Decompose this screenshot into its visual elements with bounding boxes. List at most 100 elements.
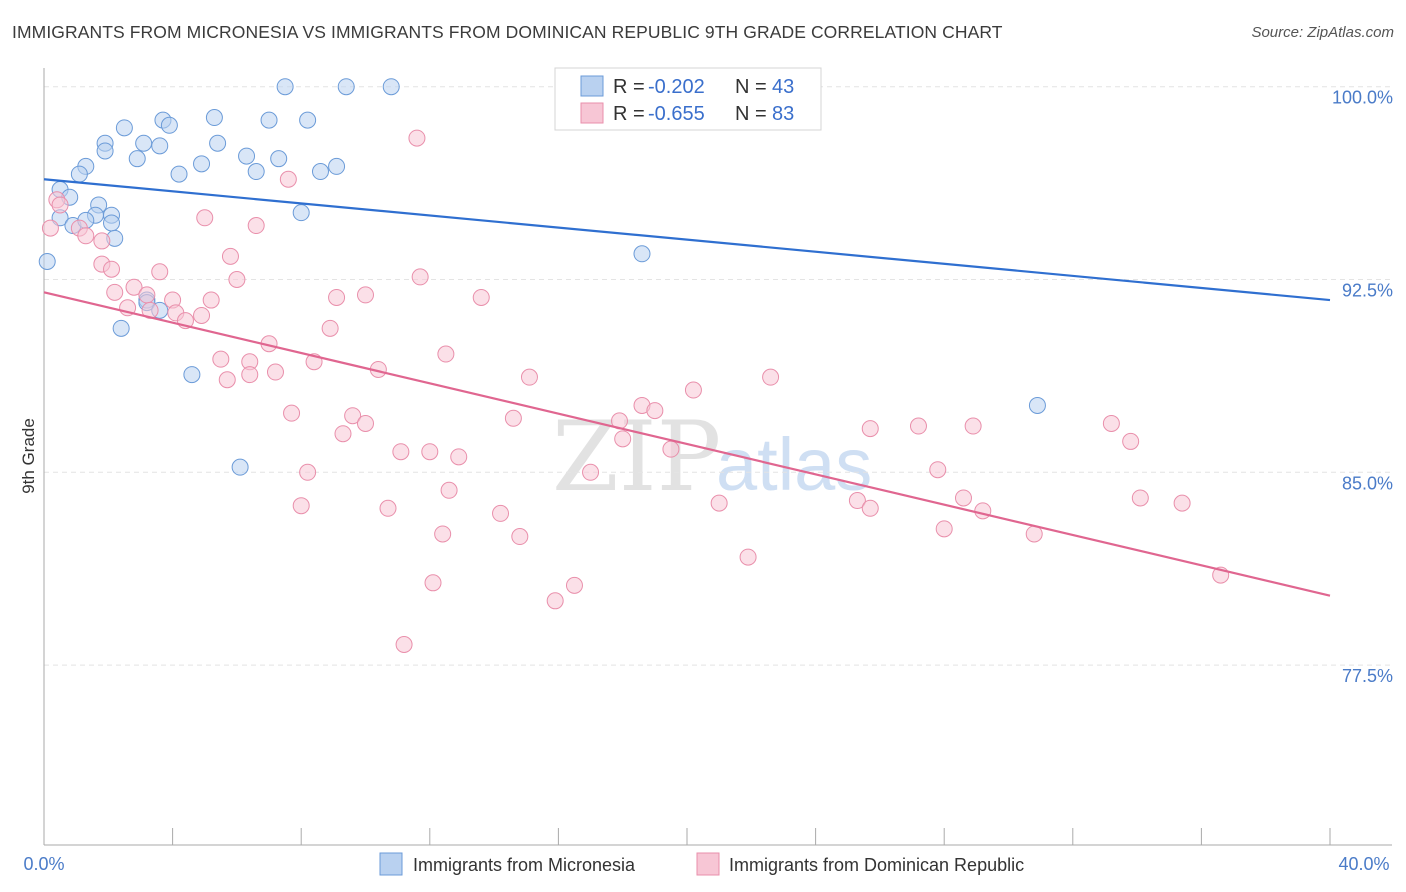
y-tick-labels: 100.0% 92.5% 85.0% 77.5%	[1332, 88, 1393, 686]
data-points	[38, 78, 1230, 654]
point-micronesia	[328, 157, 346, 175]
point-micronesia	[205, 109, 223, 127]
legend-r-micronesia: -0.202	[648, 76, 705, 98]
point-dominican	[739, 548, 757, 566]
point-dominican	[565, 576, 583, 594]
point-dominican	[1025, 525, 1043, 543]
y-tick-label: 85.0%	[1342, 473, 1393, 493]
point-dominican	[357, 286, 374, 304]
point-micronesia	[128, 150, 146, 168]
point-dominican	[334, 425, 352, 443]
point-dominican	[411, 268, 429, 286]
point-dominican	[218, 371, 236, 389]
point-dominican	[954, 489, 972, 507]
point-dominican	[440, 481, 458, 499]
point-dominican	[77, 227, 95, 245]
point-dominican	[247, 217, 265, 235]
point-dominican	[1102, 414, 1120, 432]
y-tick-label: 100.0%	[1332, 88, 1393, 108]
trend-line-dominican	[43, 291, 1331, 597]
point-micronesia	[209, 134, 227, 152]
point-micronesia	[311, 163, 329, 181]
point-dominican	[935, 520, 953, 538]
point-dominican	[421, 443, 439, 461]
point-micronesia	[96, 142, 114, 160]
trend-lines	[43, 178, 1331, 597]
point-dominican	[848, 492, 866, 510]
bottom-legend-swatch-micronesia	[379, 852, 403, 876]
watermark: ZIP atlas	[552, 401, 872, 513]
bottom-legend-label-dominican: Immigrants from Dominican Republic	[729, 855, 1024, 875]
point-dominican	[504, 409, 522, 427]
point-micronesia	[160, 116, 178, 134]
point-dominican	[662, 440, 680, 458]
point-dominican	[974, 502, 992, 520]
point-micronesia	[1028, 396, 1046, 414]
point-micronesia	[103, 214, 121, 232]
point-dominican	[196, 209, 214, 227]
point-dominican	[861, 420, 879, 438]
point-dominican	[193, 306, 211, 324]
point-dominican	[646, 402, 664, 420]
point-micronesia	[112, 319, 130, 337]
point-dominican	[424, 574, 442, 592]
watermark-atlas: atlas	[716, 423, 872, 506]
point-micronesia	[115, 119, 133, 137]
legend-n-micronesia: 43	[772, 76, 794, 98]
point-micronesia	[135, 134, 153, 152]
point-micronesia	[633, 245, 651, 263]
point-micronesia	[337, 78, 355, 96]
chart-title: IMMIGRANTS FROM MICRONESIA VS IMMIGRANTS…	[12, 22, 1003, 42]
point-micronesia	[299, 111, 317, 129]
point-micronesia	[270, 150, 288, 168]
point-dominican	[138, 286, 156, 304]
point-dominican	[221, 247, 239, 265]
y-axis-label: 9th Grade	[19, 418, 38, 494]
bottom-legend-swatch-dominican	[696, 852, 720, 876]
point-dominican	[279, 170, 297, 188]
point-dominican	[321, 319, 339, 337]
point-dominican	[684, 381, 702, 399]
point-micronesia	[170, 165, 188, 183]
point-dominican	[106, 283, 124, 301]
point-dominican	[357, 414, 374, 432]
point-dominican	[762, 368, 780, 386]
legend-n-label-micronesia: N =	[735, 76, 767, 98]
point-dominican	[344, 407, 362, 425]
point-micronesia	[231, 458, 249, 476]
point-dominican	[299, 463, 317, 481]
point-dominican	[909, 417, 927, 435]
point-dominican	[929, 461, 947, 479]
point-micronesia	[70, 165, 88, 183]
legend-n-dominican: 83	[772, 103, 794, 125]
point-dominican	[395, 636, 413, 654]
trend-line-micronesia	[43, 178, 1331, 302]
x-tick-label-max: 40.0%	[1338, 854, 1389, 874]
point-dominican	[492, 504, 510, 522]
bottom-legend-label-micronesia: Immigrants from Micronesia	[413, 855, 636, 875]
point-micronesia	[183, 366, 201, 384]
point-dominican	[1122, 432, 1140, 450]
point-micronesia	[276, 78, 294, 96]
point-dominican	[228, 270, 246, 288]
point-dominican	[861, 499, 879, 517]
point-dominican	[266, 363, 284, 381]
point-micronesia	[292, 204, 310, 222]
bottom-legend: Immigrants from Micronesia Immigrants fr…	[379, 852, 1024, 876]
x-tick-label-min: 0.0%	[23, 854, 64, 874]
legend-swatch-dominican	[580, 102, 604, 124]
point-micronesia	[247, 163, 265, 181]
point-dominican	[103, 260, 121, 278]
point-dominican	[450, 448, 468, 466]
stats-legend: R = -0.202 N = 43 R = -0.655 N = 83	[554, 67, 822, 131]
legend-swatch-micronesia	[580, 75, 604, 97]
y-tick-label: 92.5%	[1342, 280, 1393, 300]
point-dominican	[437, 345, 455, 363]
point-dominican	[212, 350, 230, 368]
source-label: Source: ZipAtlas.com	[1251, 24, 1394, 41]
point-dominican	[1131, 489, 1149, 507]
legend-r-dominican: -0.655	[648, 103, 705, 125]
point-dominican	[434, 525, 452, 543]
point-dominican	[511, 528, 529, 546]
